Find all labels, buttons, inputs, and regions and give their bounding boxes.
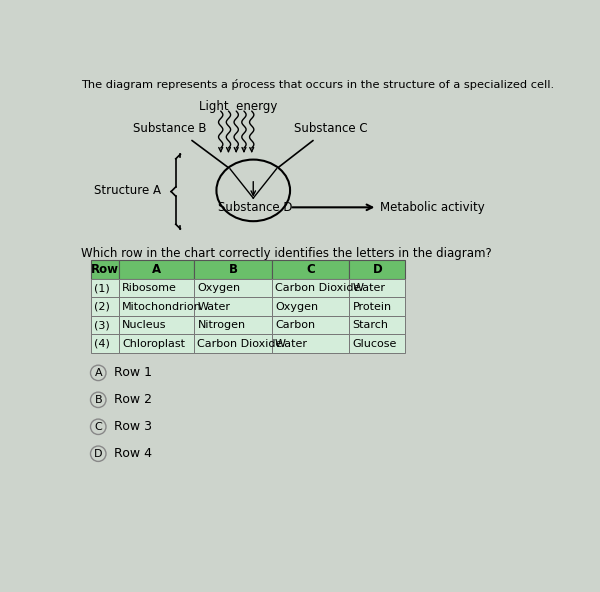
Text: Row 4: Row 4 (114, 447, 152, 460)
Text: Protein: Protein (352, 302, 392, 311)
FancyBboxPatch shape (272, 316, 349, 334)
Text: (3): (3) (94, 320, 109, 330)
Text: Water: Water (275, 339, 308, 349)
Text: Ribosome: Ribosome (122, 283, 177, 293)
Text: Chloroplast: Chloroplast (122, 339, 185, 349)
Text: Carbon Dioxide: Carbon Dioxide (197, 339, 283, 349)
Text: Oxygen: Oxygen (197, 283, 241, 293)
FancyBboxPatch shape (119, 297, 194, 316)
Text: Substance C: Substance C (295, 123, 368, 136)
FancyBboxPatch shape (272, 279, 349, 297)
FancyBboxPatch shape (119, 334, 194, 353)
Text: The diagram represents a ṕrocess that occurs in the structure of a specialized : The diagram represents a ṕrocess that o… (81, 79, 554, 90)
Text: Glucose: Glucose (352, 339, 397, 349)
Text: Row 2: Row 2 (114, 393, 152, 406)
Text: Mitochondrion: Mitochondrion (122, 302, 202, 311)
Text: (4): (4) (94, 339, 109, 349)
Text: Light  energy: Light energy (199, 100, 277, 113)
FancyBboxPatch shape (91, 297, 119, 316)
FancyBboxPatch shape (349, 316, 405, 334)
FancyBboxPatch shape (194, 316, 272, 334)
FancyBboxPatch shape (272, 334, 349, 353)
Text: C: C (94, 422, 102, 432)
Text: Which row in the chart correctly identifies the letters in the diagram?: Which row in the chart correctly identif… (81, 247, 492, 260)
Text: D: D (94, 449, 103, 459)
Text: (1): (1) (94, 283, 109, 293)
FancyBboxPatch shape (349, 260, 405, 279)
FancyBboxPatch shape (91, 316, 119, 334)
Text: D: D (373, 263, 382, 276)
FancyBboxPatch shape (349, 279, 405, 297)
FancyBboxPatch shape (194, 279, 272, 297)
Text: Row: Row (91, 263, 119, 276)
Text: Nucleus: Nucleus (122, 320, 167, 330)
Text: B: B (94, 395, 102, 405)
Text: Starch: Starch (352, 320, 388, 330)
Text: C: C (306, 263, 315, 276)
FancyBboxPatch shape (272, 260, 349, 279)
Text: Substance B: Substance B (133, 123, 206, 136)
Text: A: A (152, 263, 161, 276)
FancyBboxPatch shape (119, 316, 194, 334)
Text: Structure A: Structure A (94, 184, 161, 197)
Text: Metabolic activity: Metabolic activity (380, 201, 484, 214)
Text: Carbon Dioxide: Carbon Dioxide (275, 283, 361, 293)
Text: Substance D: Substance D (218, 201, 293, 214)
FancyBboxPatch shape (91, 260, 119, 279)
Text: Row 3: Row 3 (114, 420, 152, 433)
Text: A: A (94, 368, 102, 378)
FancyBboxPatch shape (119, 279, 194, 297)
Text: Carbon: Carbon (275, 320, 315, 330)
FancyBboxPatch shape (194, 297, 272, 316)
FancyBboxPatch shape (194, 260, 272, 279)
FancyBboxPatch shape (272, 297, 349, 316)
FancyBboxPatch shape (194, 334, 272, 353)
FancyBboxPatch shape (91, 334, 119, 353)
FancyBboxPatch shape (349, 334, 405, 353)
Text: B: B (229, 263, 238, 276)
Text: Nitrogen: Nitrogen (197, 320, 245, 330)
Text: Row 1: Row 1 (114, 366, 152, 379)
FancyBboxPatch shape (349, 297, 405, 316)
Text: Water: Water (197, 302, 230, 311)
Text: Water: Water (352, 283, 385, 293)
FancyBboxPatch shape (119, 260, 194, 279)
Text: (2): (2) (94, 302, 109, 311)
FancyBboxPatch shape (91, 279, 119, 297)
Text: Oxygen: Oxygen (275, 302, 318, 311)
